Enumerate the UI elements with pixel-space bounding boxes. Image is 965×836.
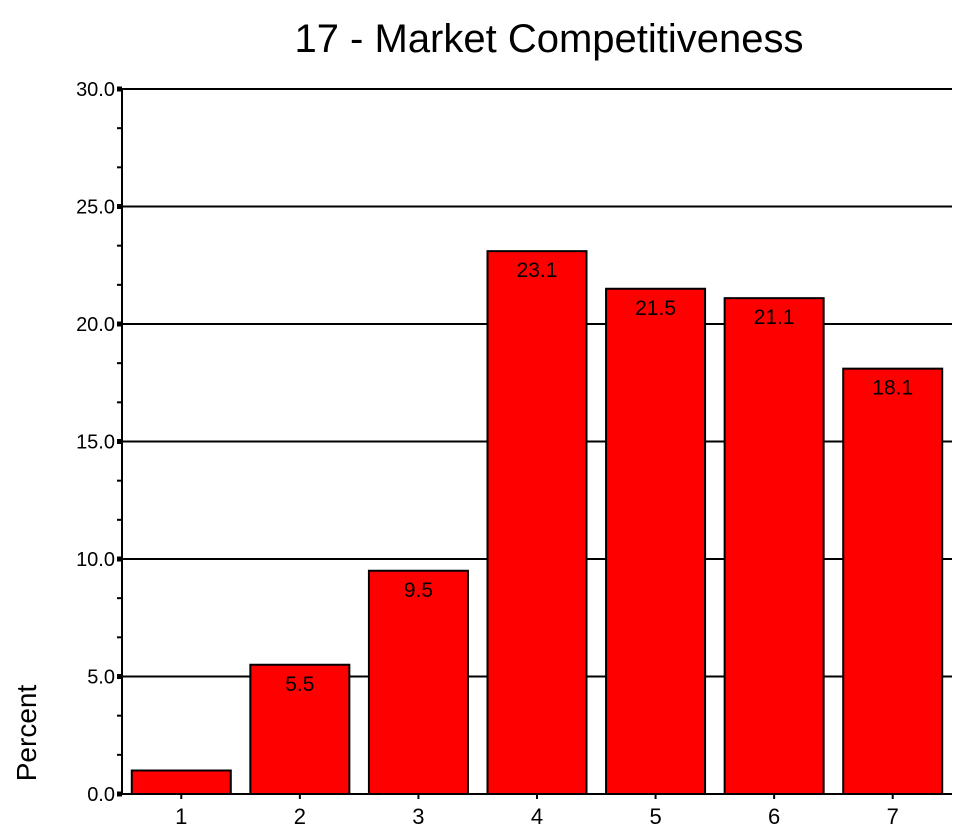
- x-tick-label: 4: [531, 804, 543, 829]
- y-tick-label: 5.0: [87, 667, 115, 689]
- y-tick-marker: [117, 439, 122, 444]
- y-axis-label: Percent: [11, 685, 42, 782]
- data-label: 9.5: [404, 579, 433, 602]
- y-tick-label: 25.0: [76, 197, 115, 219]
- y-tick-marker: [117, 556, 122, 562]
- y-tick-label: 30.0: [76, 79, 115, 101]
- bar: [130, 769, 232, 795]
- y-tick-marker: [117, 791, 122, 797]
- y-tick-marker: [117, 674, 122, 679]
- bar: [367, 569, 469, 795]
- y-tick-marker: [117, 204, 122, 209]
- data-labels: 5.5 9.5 23.1 21.5 21.1 18.1: [285, 259, 913, 696]
- axes: 1 2 3 4 5 6 7 0.0 5.0 10.0 15.0 20.0 25.0 30.0: [76, 79, 952, 829]
- data-label: 5.5: [285, 673, 314, 696]
- x-tick-label: 2: [294, 804, 306, 829]
- bar: [486, 250, 588, 795]
- bars: [130, 250, 944, 795]
- x-tick-label: 1: [175, 804, 187, 829]
- bar: [605, 287, 707, 795]
- data-label: 18.1: [872, 377, 913, 400]
- x-tick-label: 6: [768, 804, 780, 829]
- data-label: 21.1: [754, 306, 795, 329]
- x-tick-label: 3: [412, 804, 424, 829]
- y-tick-label: 15.0: [76, 432, 115, 454]
- y-tick-marker: [117, 86, 122, 92]
- y-tick-label: 20.0: [76, 314, 115, 336]
- y-tick-label: 10.0: [76, 549, 115, 571]
- x-tick-label: 5: [649, 804, 661, 829]
- x-tick-label: 7: [887, 804, 899, 829]
- bar: [723, 297, 825, 795]
- bar: [842, 367, 944, 795]
- data-label: 21.5: [635, 297, 676, 320]
- y-tick-marker: [117, 321, 122, 327]
- y-tick-label: 0.0: [87, 784, 115, 806]
- data-label: 23.1: [517, 259, 558, 282]
- chart-title: 17 - Market Competitiveness: [294, 17, 803, 61]
